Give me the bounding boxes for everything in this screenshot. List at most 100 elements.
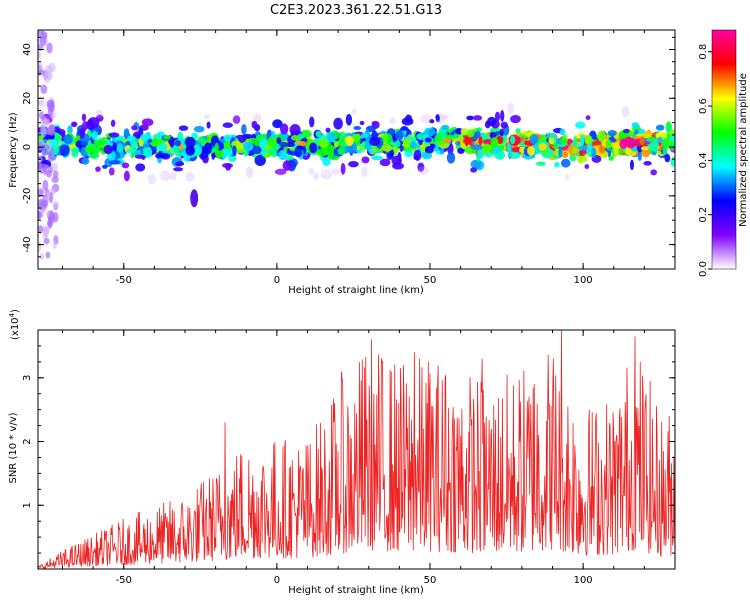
heatmap-cell <box>38 225 44 234</box>
heatmap-cell <box>340 162 346 175</box>
spectrogram-xtick-label: 50 <box>424 275 437 286</box>
heatmap-cell <box>270 151 278 158</box>
heatmap-cell <box>333 117 343 130</box>
heatmap-cell <box>282 160 292 171</box>
heatmap-cell <box>243 141 254 152</box>
heatmap-cell <box>270 130 276 140</box>
heatmap-cell <box>254 141 260 147</box>
heatmap-cell <box>106 139 112 146</box>
heatmap-cell <box>628 130 633 137</box>
heatmap-cell <box>424 145 434 154</box>
snr-xtick-label: 100 <box>574 575 593 586</box>
heatmap-cell <box>178 125 189 131</box>
heatmap-cell <box>470 167 478 173</box>
heatmap-cell <box>38 69 45 76</box>
heatmap-cell <box>41 148 47 157</box>
heatmap-cell <box>289 124 301 136</box>
svg-text:(x104): (x104) <box>8 309 21 340</box>
heatmap-cell <box>322 157 331 167</box>
heatmap-cell <box>472 115 483 121</box>
heatmap-cell <box>40 84 48 95</box>
heatmap-cell <box>112 142 118 151</box>
snr-frame <box>37 329 676 570</box>
spectrogram-xlabel: Height of straight line (km) <box>288 285 424 296</box>
heatmap-cell <box>607 129 617 137</box>
heatmap-cell <box>52 170 59 179</box>
heatmap-cell <box>51 162 58 172</box>
heatmap-cell <box>628 151 635 156</box>
heatmap-cell <box>126 135 136 142</box>
heatmap-cell <box>206 121 211 129</box>
colorbar-tick-label: 0.6 <box>698 98 709 114</box>
heatmap-cell <box>428 129 436 136</box>
spectrogram-ticks: -50 0 50 100 -40 -20 0 20 40 <box>22 30 676 286</box>
heatmap-cell <box>52 201 60 210</box>
heatmap-cell <box>424 137 432 143</box>
heatmap-cell <box>46 42 53 54</box>
heatmap-cell <box>538 143 547 151</box>
heatmap-cell <box>296 145 304 150</box>
colorbar-label: Normalized spectral amplitude <box>738 73 749 227</box>
heatmap-cell <box>337 147 346 156</box>
heatmap-cell <box>409 141 417 149</box>
heatmap-cell <box>584 134 593 145</box>
heatmap-cell <box>278 141 289 148</box>
heatmap-cell <box>510 114 521 124</box>
heatmap-cell <box>559 128 566 136</box>
spectrogram-xtick-label: 0 <box>274 275 280 286</box>
heatmap-cell <box>251 120 258 129</box>
heatmap-cell <box>147 174 157 185</box>
spectrogram-ytick-label: 20 <box>22 92 33 105</box>
heatmap-cell <box>320 169 333 180</box>
heatmap-cell <box>59 144 70 157</box>
spectrogram-ytick-label: -20 <box>22 188 33 204</box>
heatmap-cell <box>608 155 615 161</box>
heatmap-cell <box>401 117 414 126</box>
heatmap-cell <box>592 140 602 146</box>
heatmap-cell <box>184 136 196 149</box>
heatmap-cell <box>147 138 153 143</box>
heatmap-cell <box>613 144 619 156</box>
heatmap-cell <box>487 116 497 127</box>
heatmap-cell <box>662 138 669 149</box>
heatmap-cell <box>361 156 370 164</box>
heatmap-cell <box>435 114 440 121</box>
heatmap-cell <box>515 128 521 134</box>
heatmap-cell <box>232 145 237 157</box>
heatmap-cell <box>42 179 49 191</box>
heatmap-cell <box>657 136 663 143</box>
heatmap-cell <box>231 140 242 149</box>
heatmap-cell <box>584 164 590 169</box>
heatmap-cell <box>371 155 383 161</box>
heatmap-cell <box>371 121 377 126</box>
heatmap-cell <box>48 124 56 136</box>
heatmap-cell <box>116 142 124 154</box>
heatmap-cell <box>81 113 87 122</box>
heatmap-cell <box>470 159 482 169</box>
snr-xlabel: Height of straight line (km) <box>288 585 424 596</box>
heatmap-cell <box>87 117 100 129</box>
heatmap-cell <box>48 211 56 224</box>
heatmap-cell <box>421 152 433 160</box>
heatmap-cell <box>383 132 389 145</box>
heatmap-cell <box>494 111 500 122</box>
heatmap-cell <box>272 119 283 129</box>
heatmap-cell <box>476 127 483 132</box>
heatmap-cell <box>144 146 153 158</box>
heatmap-cell <box>403 138 412 149</box>
heatmap-cell <box>499 128 504 137</box>
heatmap-cell <box>351 133 361 142</box>
heatmap-cell <box>646 136 657 143</box>
heatmap-cell <box>506 141 512 154</box>
heatmap-cell <box>169 136 175 148</box>
spectrogram-xtick-label: -50 <box>116 275 132 286</box>
heatmap-cell <box>38 210 41 221</box>
heatmap-cell <box>417 162 425 172</box>
heatmap-cell <box>441 114 450 120</box>
heatmap-cell <box>457 147 465 154</box>
heatmap-cell <box>527 145 535 156</box>
heatmap-cell <box>253 113 262 123</box>
heatmap-cell <box>38 99 45 107</box>
heatmap-cell <box>203 142 213 155</box>
